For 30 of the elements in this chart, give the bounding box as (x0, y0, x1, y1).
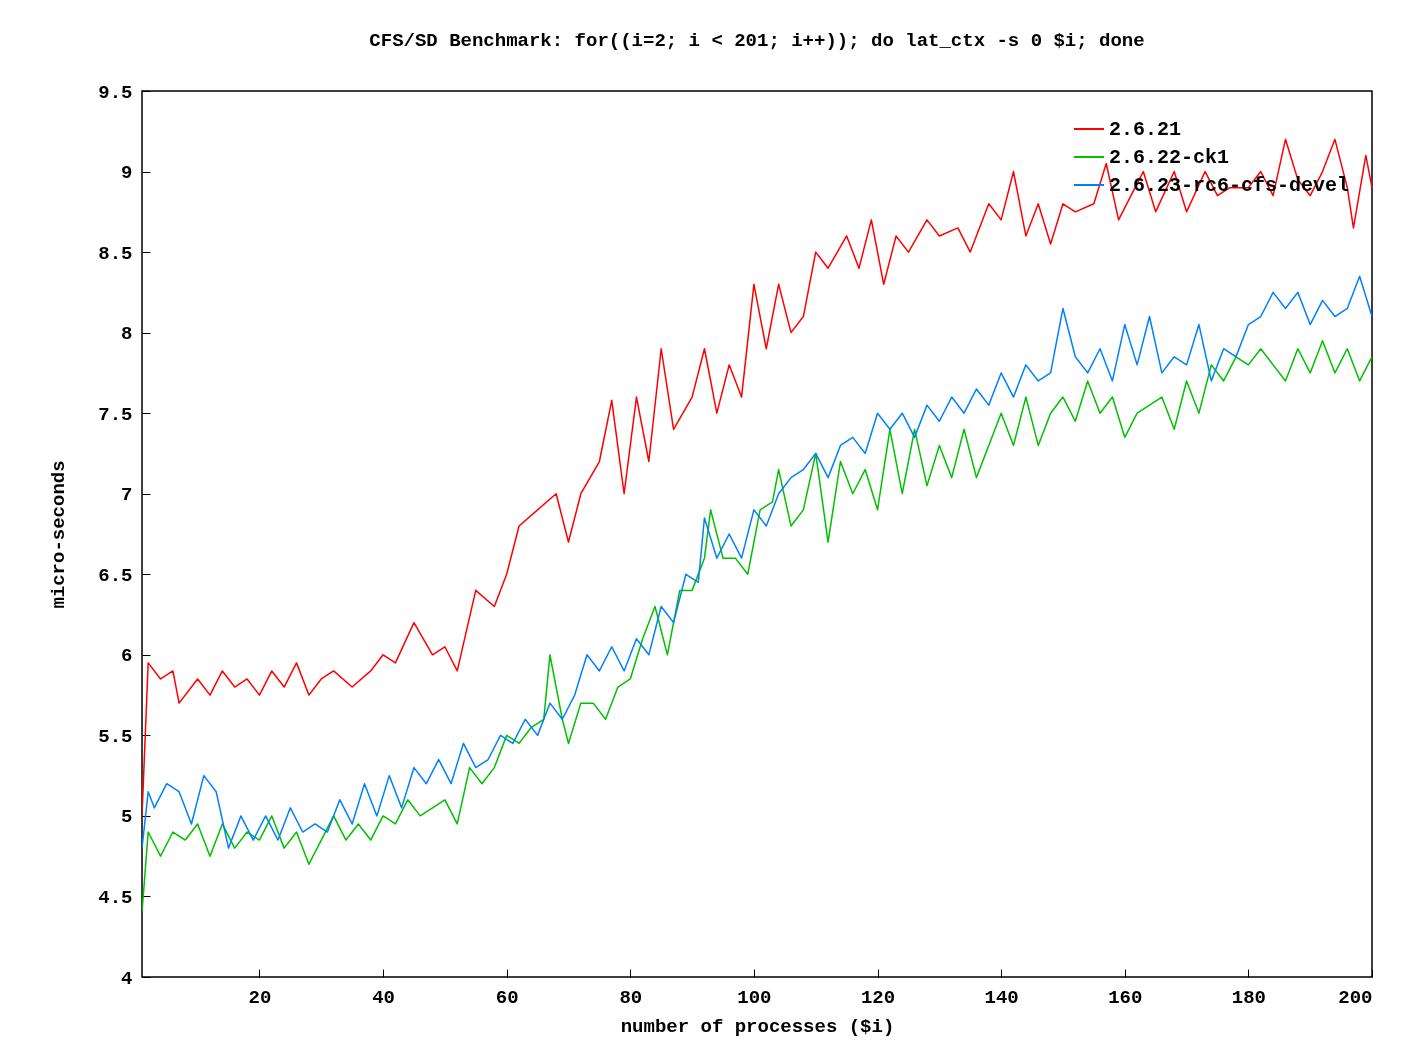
y-tick-label: 7 (121, 484, 133, 507)
legend-label: 2.6.21 (1109, 118, 1182, 141)
y-tick-label: 5 (121, 806, 133, 829)
x-tick-label: 120 (860, 986, 896, 1009)
y-tick-label: 6.5 (98, 564, 133, 587)
x-tick-label: 180 (1231, 986, 1266, 1009)
y-tick-label: 6 (121, 645, 133, 668)
line-series (142, 339, 1372, 914)
y-tick-label: 4 (121, 967, 133, 990)
x-tick-label: 20 (248, 986, 272, 1009)
y-tick-label: 8 (121, 323, 133, 346)
x-tick-label: 60 (495, 986, 519, 1009)
x-tick-label: 100 (737, 986, 772, 1009)
x-tick-label: 40 (372, 986, 395, 1009)
line-series (142, 275, 1372, 849)
x-tick-label: 80 (619, 986, 643, 1009)
y-tick-label: 8.5 (98, 242, 133, 265)
chart-title: CFS/SD Benchmark: for((i=2; i < 201; i++)); do lat_ctx -s 0 $i; done (369, 30, 1145, 52)
y-axis-title: micro-seconds (48, 460, 71, 609)
x-tick-label: 140 (984, 986, 1019, 1009)
y-tick-label: 9.5 (98, 81, 133, 104)
y-tick-label: 7.5 (98, 403, 133, 426)
y-tick-label: 9 (121, 162, 133, 185)
line-series (142, 138, 1372, 817)
x-tick-label: 160 (1108, 986, 1143, 1009)
y-tick-label: 5.5 (98, 725, 133, 748)
y-tick-label: 4.5 (98, 886, 133, 909)
x-axis-title: number of processes ($i) (620, 1015, 895, 1038)
legend-label: 2.6.22-ck1 (1109, 146, 1230, 169)
x-tick-label: 200 (1338, 986, 1373, 1009)
